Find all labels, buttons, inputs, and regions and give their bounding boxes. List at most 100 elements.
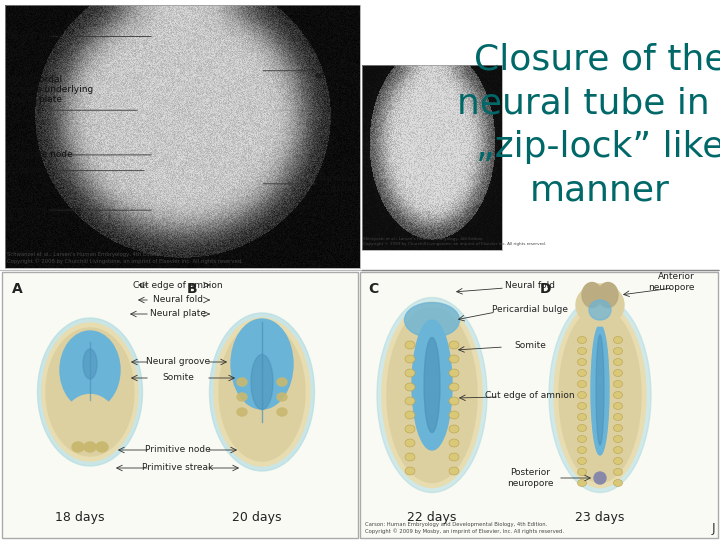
Ellipse shape [559, 307, 641, 483]
Ellipse shape [449, 341, 459, 349]
Ellipse shape [449, 467, 459, 475]
Text: Carson: Human Embryology and Developmental Biology, 4th Edition.
Copyright © 200: Carson: Human Embryology and Development… [365, 522, 564, 534]
Text: Somite: Somite [162, 374, 194, 382]
Ellipse shape [277, 408, 287, 416]
Text: 22 days: 22 days [408, 511, 456, 524]
Text: Neural fold: Neural fold [153, 295, 203, 305]
Ellipse shape [83, 349, 97, 379]
Text: 18 days: 18 days [55, 511, 104, 524]
Ellipse shape [577, 480, 587, 487]
Ellipse shape [210, 313, 315, 471]
Ellipse shape [613, 336, 623, 343]
Text: B: B [187, 282, 197, 296]
Ellipse shape [237, 408, 247, 416]
Ellipse shape [231, 319, 293, 409]
Text: C: C [368, 282, 378, 296]
Ellipse shape [237, 378, 247, 386]
Ellipse shape [598, 282, 618, 307]
Ellipse shape [277, 393, 287, 401]
Text: Pericardial bulge: Pericardial bulge [492, 306, 568, 314]
Ellipse shape [549, 298, 651, 492]
Text: Notochordal
process underlying
neural plate: Notochordal process underlying neural pl… [7, 75, 94, 104]
Text: Neural plate: Neural plate [150, 309, 206, 319]
Ellipse shape [382, 302, 482, 488]
Ellipse shape [577, 359, 587, 366]
Text: 20 days: 20 days [233, 511, 282, 524]
Text: Neural groove: Neural groove [146, 357, 210, 367]
Ellipse shape [449, 425, 459, 433]
Ellipse shape [237, 393, 247, 401]
Ellipse shape [613, 447, 623, 454]
Ellipse shape [424, 338, 440, 433]
Text: Cut edge of amnion: Cut edge of amnion [133, 280, 222, 289]
Ellipse shape [577, 424, 587, 431]
Ellipse shape [613, 369, 623, 376]
Bar [362, 65, 502, 250]
Bar [2, 272, 358, 538]
Text: D: D [540, 282, 552, 296]
Ellipse shape [577, 392, 587, 399]
Text: Cut edge of amnion: Cut edge of amnion [485, 390, 575, 400]
Bar [5, 5, 360, 268]
Ellipse shape [576, 284, 624, 326]
Ellipse shape [251, 354, 273, 409]
Ellipse shape [577, 381, 587, 388]
Ellipse shape [577, 447, 587, 454]
Ellipse shape [577, 457, 587, 464]
Text: Schwanzel et al.; Larsen's Human Embryology, 4th Edition.
Copyright © 2008 by Ch: Schwanzel et al.; Larsen's Human Embryol… [7, 252, 243, 264]
Ellipse shape [577, 435, 587, 442]
Text: Primitive streak: Primitive streak [143, 463, 214, 472]
Ellipse shape [577, 469, 587, 476]
Ellipse shape [613, 359, 623, 366]
Ellipse shape [577, 402, 587, 409]
Ellipse shape [412, 320, 452, 450]
Text: 23 days: 23 days [575, 511, 625, 524]
Ellipse shape [589, 300, 611, 320]
Text: Posterior
neuropore: Posterior neuropore [507, 468, 553, 488]
Ellipse shape [405, 302, 459, 338]
Ellipse shape [613, 424, 623, 431]
Text: Somite: Somite [514, 341, 546, 349]
Ellipse shape [449, 369, 459, 377]
Ellipse shape [46, 328, 134, 456]
Ellipse shape [613, 392, 623, 399]
Ellipse shape [84, 442, 96, 452]
Ellipse shape [596, 335, 604, 445]
Ellipse shape [405, 453, 415, 461]
Ellipse shape [64, 395, 116, 449]
Ellipse shape [577, 336, 587, 343]
Text: Shirayoshi et al.; Larsen's Human Embryology, 4th Edition
Copyright © 1999 by Ch: Shirayoshi et al.; Larsen's Human Embryo… [363, 238, 546, 246]
Ellipse shape [96, 442, 108, 452]
Text: Primitive node: Primitive node [7, 151, 73, 159]
Ellipse shape [37, 318, 143, 466]
Ellipse shape [219, 323, 305, 461]
Ellipse shape [594, 472, 606, 484]
Ellipse shape [405, 383, 415, 391]
Ellipse shape [405, 425, 415, 433]
Text: Closure of the
neural tube in a
„zip-lock” like
manner: Closure of the neural tube in a „zip-loc… [457, 43, 720, 207]
Ellipse shape [591, 325, 609, 455]
Text: Epiblast: Epiblast [7, 166, 43, 175]
Ellipse shape [613, 435, 623, 442]
Text: Skin
ectoderm: Skin ectoderm [315, 61, 358, 80]
Bar [360, 272, 718, 538]
Ellipse shape [449, 411, 459, 419]
Ellipse shape [613, 457, 623, 464]
Text: Primitive
streak: Primitive streak [318, 174, 358, 193]
Text: Neural plate: Neural plate [7, 32, 63, 41]
Ellipse shape [577, 414, 587, 421]
Ellipse shape [405, 369, 415, 377]
Text: Primitive node: Primitive node [145, 446, 211, 455]
Ellipse shape [613, 414, 623, 421]
Ellipse shape [577, 348, 587, 354]
Ellipse shape [277, 378, 287, 386]
Text: J: J [711, 522, 715, 535]
Ellipse shape [377, 298, 487, 492]
Ellipse shape [42, 323, 138, 461]
Ellipse shape [72, 442, 84, 452]
Ellipse shape [214, 318, 310, 466]
Ellipse shape [613, 480, 623, 487]
Ellipse shape [613, 348, 623, 354]
Ellipse shape [405, 439, 415, 447]
Ellipse shape [405, 341, 415, 349]
